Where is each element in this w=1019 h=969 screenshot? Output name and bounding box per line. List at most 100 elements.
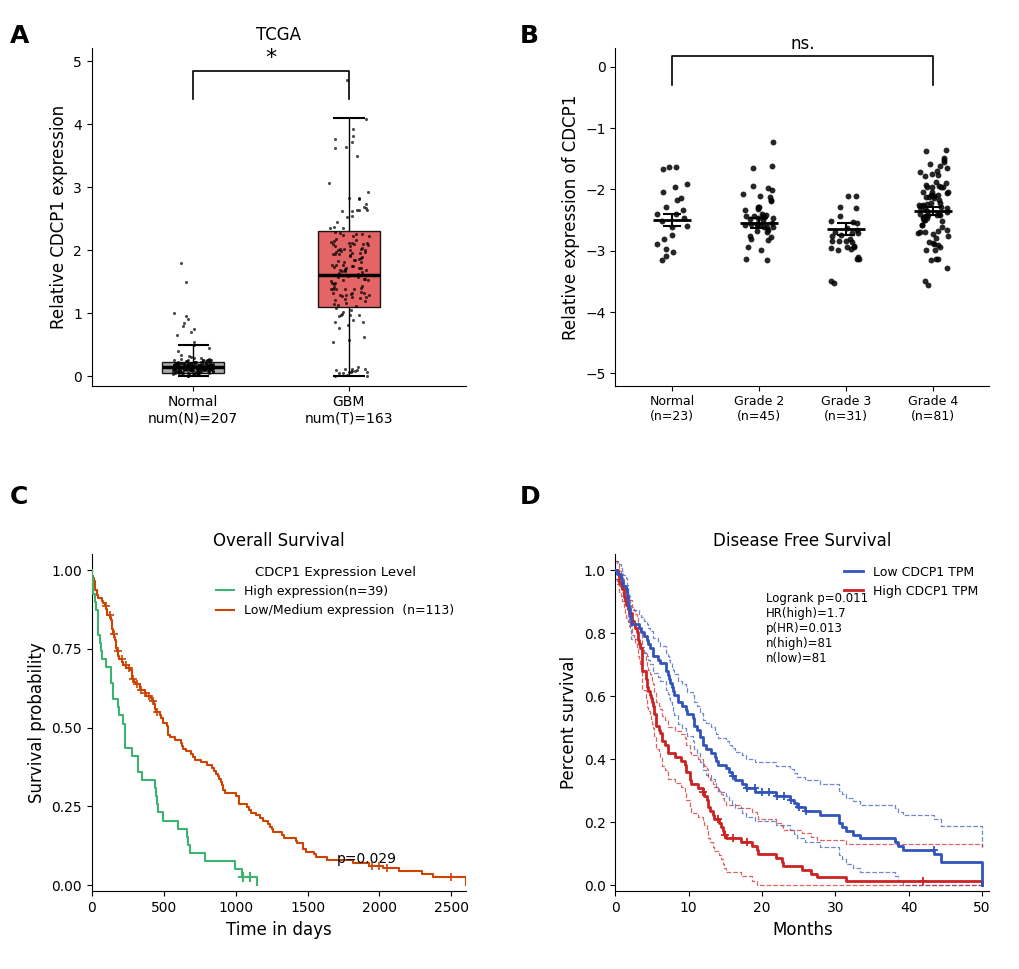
Point <box>336 262 353 277</box>
Point <box>929 224 946 239</box>
Point <box>914 209 930 225</box>
Point <box>199 360 215 376</box>
Point <box>338 73 355 88</box>
Point <box>822 229 839 244</box>
Point <box>917 197 933 212</box>
Point <box>910 165 926 180</box>
Point <box>347 298 364 314</box>
Point <box>326 275 342 291</box>
Point <box>736 218 752 234</box>
Point <box>351 261 367 276</box>
Point <box>359 363 375 379</box>
Point <box>332 225 348 240</box>
Point <box>174 318 191 333</box>
Point <box>759 180 775 196</box>
Point <box>335 304 352 320</box>
Text: D: D <box>520 484 540 509</box>
Point <box>925 188 942 203</box>
Point <box>919 207 935 223</box>
Point <box>344 312 361 328</box>
Point <box>193 354 209 369</box>
Point <box>326 292 342 307</box>
Point <box>345 282 362 297</box>
Point <box>170 364 186 380</box>
Point <box>334 289 351 304</box>
Point <box>183 362 200 378</box>
Point <box>921 253 937 268</box>
Point <box>205 360 221 376</box>
Point <box>359 235 375 251</box>
Point <box>177 274 194 290</box>
Point <box>165 366 181 382</box>
Point <box>930 196 947 211</box>
Point <box>345 236 362 252</box>
Point <box>170 356 186 371</box>
Point <box>178 361 195 377</box>
Point <box>170 364 186 380</box>
Point <box>166 358 182 373</box>
Point <box>924 234 941 250</box>
Point <box>186 321 203 336</box>
Point <box>182 325 199 340</box>
Point <box>173 356 190 371</box>
Point <box>925 190 942 205</box>
Point <box>339 367 356 383</box>
Point <box>909 226 925 241</box>
Point <box>753 206 769 222</box>
Point <box>919 277 935 293</box>
Point <box>350 203 366 218</box>
Point <box>170 358 186 373</box>
Point <box>204 360 220 376</box>
Point <box>179 312 196 328</box>
Point <box>326 276 342 292</box>
Point <box>326 280 342 296</box>
Point <box>196 359 212 374</box>
Point <box>926 174 943 190</box>
Point <box>341 242 358 258</box>
Point <box>337 296 354 311</box>
Point <box>167 363 183 379</box>
Point <box>341 238 358 254</box>
Point <box>918 179 934 195</box>
Point <box>822 240 839 256</box>
Point <box>340 364 357 380</box>
Point <box>191 358 207 373</box>
Y-axis label: Relative CDCP1 expression: Relative CDCP1 expression <box>50 105 67 329</box>
Legend: High expression(n=39), Low/Medium expression  (n=113): High expression(n=39), Low/Medium expres… <box>211 560 460 622</box>
Point <box>657 241 674 257</box>
Point <box>203 353 219 368</box>
Point <box>203 359 219 375</box>
Point <box>192 360 208 376</box>
Point <box>358 368 374 384</box>
Point <box>666 179 683 195</box>
Point <box>339 209 356 225</box>
Point <box>330 321 346 336</box>
Point <box>174 359 191 375</box>
Point <box>735 186 751 202</box>
Point <box>202 358 218 373</box>
Point <box>348 203 365 218</box>
Point <box>360 237 376 253</box>
Point <box>322 220 338 235</box>
Point <box>338 261 355 276</box>
Point <box>845 239 861 255</box>
Point <box>170 359 186 375</box>
Point <box>329 269 345 285</box>
Point <box>203 360 219 376</box>
Point <box>189 365 205 381</box>
Point <box>177 361 194 377</box>
Point <box>336 361 353 377</box>
Point <box>343 361 360 377</box>
Point <box>201 340 217 356</box>
Point <box>204 359 220 374</box>
Point <box>347 227 364 242</box>
Point <box>182 356 199 371</box>
Point <box>182 358 199 373</box>
Point <box>842 232 858 247</box>
Point <box>165 305 181 321</box>
Point <box>175 361 192 377</box>
Point <box>918 210 934 226</box>
Point <box>331 263 347 278</box>
Point <box>339 268 356 284</box>
Point <box>172 360 189 376</box>
